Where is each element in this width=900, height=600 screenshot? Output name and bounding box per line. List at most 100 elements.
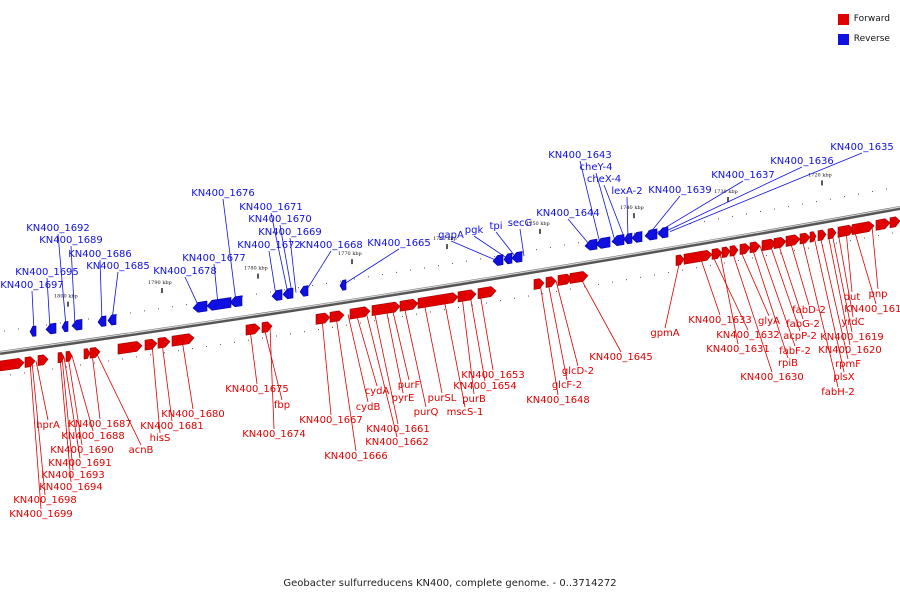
track-dot [66,366,67,368]
track-dot [438,265,439,267]
track-dot [346,324,347,326]
gene-arrow [245,323,261,336]
reverse-gene [584,238,598,251]
label-connector [355,313,378,387]
reverse-gene [644,228,658,241]
gene-arrow [817,229,827,242]
track-dot [836,242,837,244]
gene-label: purB [462,394,486,405]
gene-label: KN400_1692 [26,223,90,234]
track-dot [108,360,109,362]
label-connector [63,356,81,459]
gene-arrow [557,273,573,286]
legend: Forward Reverse [837,9,890,49]
gene-arrow [24,356,36,368]
label-connector [184,276,200,308]
gene-arrow [417,292,459,309]
gene-label: pnp [868,289,887,300]
reverse-label: Reverse [853,34,890,44]
label-connector [46,277,51,329]
track-dot [858,193,859,195]
track-dot [872,191,873,193]
track-dot [654,274,655,276]
forward-gene [329,310,345,323]
track-dot [332,326,333,328]
gene-arrow [569,271,589,284]
gene-arrow [371,301,401,317]
track-dot [690,223,691,225]
gene-label: acnB [129,445,154,456]
forward-gene [739,243,751,255]
gene-label: KN400_1637 [711,170,775,181]
track-dot [466,260,467,262]
track-dot [704,220,705,222]
scale-tick-label: 1750 kbp [526,221,550,227]
track-dot [144,310,145,312]
label-connector [555,280,579,367]
label-connector [731,250,773,373]
gene-arrow [657,226,669,239]
track-dot [256,293,257,295]
track-dot [500,300,501,302]
label-connector [539,283,559,396]
gene-label: KN400_1689 [39,235,103,246]
gene-arrow [329,310,345,323]
track-dot [830,198,831,200]
gene-label: cheY-4 [580,162,613,173]
forward-gene [729,245,739,257]
forward-gene [261,321,273,334]
label-connector [461,296,475,395]
label-connector [801,238,839,388]
gene-label: KN400_1665 [367,238,431,249]
label-connector [871,226,879,290]
gene-label: KN400_1681 [140,421,204,432]
forward-gene [399,298,419,312]
forward-gene [477,286,497,300]
track-dot [710,264,711,266]
gene-label: pyrE [392,393,415,404]
gene-label: fabF-2 [779,346,811,357]
track-dot [158,308,159,310]
gene-label: fabH-2 [821,387,855,398]
label-connector [547,282,568,381]
label-connector [626,196,629,239]
forward-gene [83,348,91,360]
gene-label: KN400_1676 [191,188,255,199]
track-dot [52,368,53,370]
gene-label: KN400_1620 [818,345,882,356]
track-dot [318,329,319,331]
label-connector [289,237,297,293]
label-connector [469,294,486,382]
track-dot [788,206,789,208]
gene-label: hisS [150,433,171,444]
reverse-gene [492,254,504,266]
gene-label: KN400_1698 [13,495,77,506]
label-connector [519,228,525,257]
gene-label: hprA [36,420,60,431]
axis-highlight [0,206,900,353]
gene-arrow [889,216,900,229]
track-dot [298,287,299,289]
track-dot [444,309,445,311]
forward-gene [749,241,761,254]
gene-label: KN400_1668 [299,240,363,251]
scale-tick-label: 1730 kbp [714,189,738,195]
track-dot [808,247,809,249]
gene-arrow [729,245,739,257]
gene-label: KN400_1687 [68,419,132,430]
track-dot [528,295,529,297]
gene-arrow [595,236,611,249]
track-dot [220,343,221,345]
gene-arrow [45,322,57,335]
track-dot [472,304,473,306]
label-connector [341,248,400,286]
gene-label: fabG-2 [786,319,820,330]
label-connector [661,166,803,234]
label-connector [181,339,194,410]
gene-arrow [399,298,419,312]
reverse-gene [29,325,37,337]
track-dot [480,258,481,260]
track-dot [486,302,487,304]
gene-label: KN400_1643 [548,150,612,161]
track-dot [402,315,403,317]
